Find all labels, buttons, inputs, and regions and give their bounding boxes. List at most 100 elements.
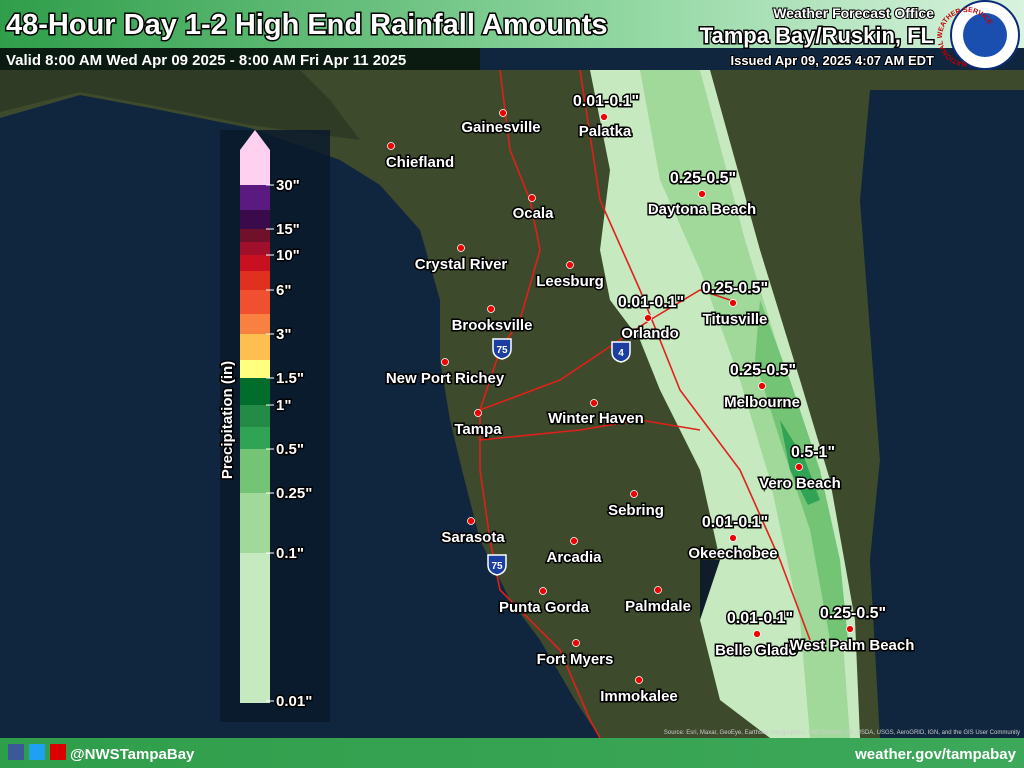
city-label: Ocala [513,205,555,222]
highway-number: 75 [496,345,508,356]
legend-swatch [240,405,270,427]
city-label: Titusville [703,311,768,328]
legend-panel [220,130,330,722]
city-label: Daytona Beach [648,201,756,218]
social-handle: @NWSTampaBay [70,746,195,763]
city-label: Belle Glade [715,642,797,659]
legend-arrow [240,130,270,150]
rainfall-amount: 0.25-0.5" [730,362,796,379]
city-label: Orlando [621,325,679,342]
rainfall-amount: 0.01-0.1" [702,514,768,531]
legend-swatch [240,334,270,360]
highway-number: 75 [491,561,503,572]
valid-time: Valid 8:00 AM Wed Apr 09 2025 - 8:00 AM … [6,52,406,69]
highway-shield [487,554,507,576]
land-north-coast [0,70,360,140]
rainfall-amount: 0.01-0.1" [727,610,793,627]
city-dot [467,517,475,525]
youtube-icon[interactable] [50,744,66,760]
city-label: Vero Beach [759,475,841,492]
rain-low [640,70,850,738]
rainfall-amount: 0.01-0.1" [573,93,639,110]
city-label: Punta Gorda [499,599,590,616]
issued: Issued Apr 09, 2025 4:07 AM EDT [730,53,934,68]
city-dot [474,409,482,417]
city-dot [590,399,598,407]
city-label: Palatka [579,123,632,140]
footer-bar [0,738,1024,768]
city-dot [387,142,395,150]
city-dot [600,113,608,121]
legend-label: 3" [276,326,291,343]
legend-swatch [240,378,270,405]
highway-shield [492,338,512,360]
legend-swatch [240,493,270,553]
legend-label: 6" [276,282,291,299]
city-label: Okeechobee [688,545,777,562]
city-dot [635,676,643,684]
city-label: Arcadia [546,549,602,566]
city-label: Tampa [454,421,502,438]
legend-label: 10" [276,247,300,264]
legend-swatch [240,255,270,271]
city-dot [698,190,706,198]
valid-bar [0,48,480,70]
city-dot [572,639,580,647]
city-dot [539,587,547,595]
legend-label: 1.5" [276,370,304,387]
city-dot [487,305,495,313]
city-label: Winter Haven [548,410,644,427]
city-dot [630,490,638,498]
city-label: Crystal River [415,256,508,273]
city-dot [729,299,737,307]
city-label: Gainesville [461,119,540,136]
office-label: Weather Forecast Office [773,5,934,21]
legend-label: 0.1" [276,545,304,562]
legend-label: 0.25" [276,485,312,502]
legend-label: 15" [276,221,300,238]
east-ocean [860,90,1024,738]
twitter-icon[interactable] [29,744,45,760]
facebook-icon[interactable] [8,744,24,760]
legend-swatch [240,360,270,378]
legend-swatch [240,290,270,314]
city-dot [758,382,766,390]
title: 48-Hour Day 1-2 High End Rainfall Amount… [6,9,608,41]
legend-swatch [240,210,270,229]
legend-swatch [240,150,270,185]
legend-label: 0.01" [276,693,312,710]
legend-swatch [240,185,270,210]
website[interactable]: weather.gov/tampabay [854,746,1017,763]
city-dot [795,463,803,471]
city-label: Sarasota [441,529,505,546]
city-label: Brooksville [452,317,533,334]
city-dot [729,534,737,542]
source: Source: Esri, Maxar, GeoEye, Earthstar G… [664,730,1020,736]
city-dot [644,314,652,322]
city-label: Leesburg [536,273,604,290]
rainfall-amount: 0.01-0.1" [618,294,684,311]
office: Tampa Bay/Ruskin, FL [700,23,934,48]
legend-swatch [240,242,270,255]
legend-swatch [240,229,270,242]
legend-label: 0.5" [276,441,304,458]
legend-swatch [240,271,270,290]
city-dot [753,630,761,638]
city-dot [846,625,854,633]
city-dot [654,586,662,594]
city-dot [499,109,507,117]
city-label: Chiefland [386,154,454,171]
nws-logo-center [963,13,1007,57]
city-dot [570,537,578,545]
rainfall-amount: 0.25-0.5" [702,280,768,297]
rainfall-amount: 0.5-1" [791,444,835,461]
legend-swatch [240,427,270,449]
legend-swatch [240,449,270,493]
legend-bar [240,150,270,703]
rain-high [780,420,820,505]
rainfall-amount: 0.25-0.5" [820,605,886,622]
highway-shield [611,341,631,363]
city-label: Fort Myers [537,651,614,668]
highway-number: 4 [618,348,624,359]
city-label: West Palm Beach [790,637,915,654]
